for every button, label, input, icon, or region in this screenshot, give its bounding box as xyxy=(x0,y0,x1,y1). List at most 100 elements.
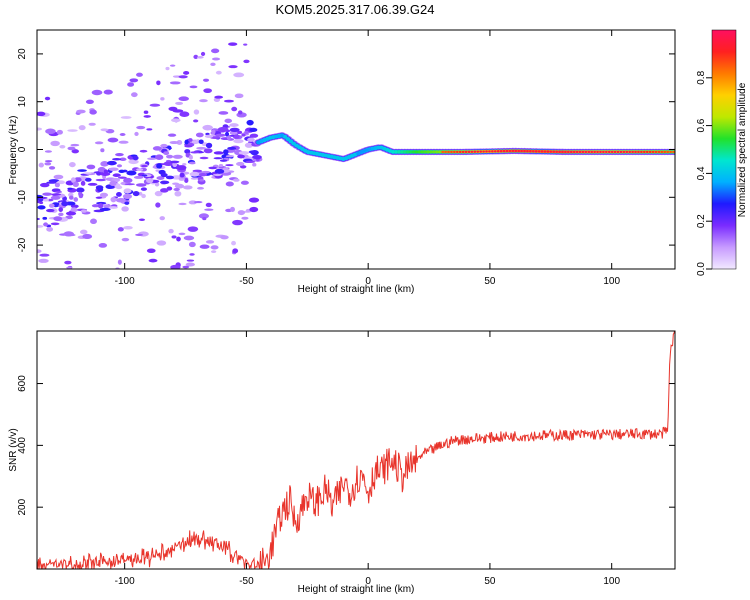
spectrogram-scatter-blob xyxy=(233,139,244,144)
spectrogram-scatter-blob xyxy=(160,97,165,101)
spectrogram-scatter-blob xyxy=(77,169,87,172)
spectrogram-scatter-blob xyxy=(135,233,144,236)
spectrogram-scatter-blob xyxy=(214,95,224,99)
spectrogram-scatter-blob xyxy=(184,139,189,145)
spectrogram-scatter-blob xyxy=(140,187,147,191)
spectrogram-ridge-cell xyxy=(488,150,491,153)
spectrogram-scatter-blob xyxy=(53,174,64,180)
spectrogram-scatter-blob xyxy=(107,137,119,143)
spectrogram-ridge-cell xyxy=(637,150,640,154)
spectrogram-scatter-blob xyxy=(100,161,109,167)
spectrogram-scatter-blob xyxy=(171,235,177,239)
spectrogram-scatter-blob xyxy=(192,169,203,173)
spectrogram-scatter-blob xyxy=(195,132,204,138)
spectrogram-scatter-blob xyxy=(44,96,51,101)
spectrogram-scatter-blob xyxy=(232,219,243,226)
spectrogram-ridge-cell xyxy=(461,150,465,154)
spectrogram-scatter-blob xyxy=(249,127,258,132)
spectrogram-scatter-blob xyxy=(103,169,109,174)
spectrogram-ridge-cell xyxy=(420,150,425,154)
spectrogram-scatter-blob xyxy=(156,163,163,169)
spectrogram-scatter-blob xyxy=(141,174,148,177)
spectrogram-x-tick-label: 50 xyxy=(484,276,496,287)
spectrogram-scatter-blob xyxy=(184,177,189,183)
spectrogram-scatter-blob xyxy=(188,138,193,142)
spectrogram-scatter-blob xyxy=(220,235,229,240)
spectrogram-scatter-blob xyxy=(54,182,60,188)
spectrogram-scatter-blob xyxy=(239,165,247,169)
snr-y-tick-label: 400 xyxy=(17,437,28,454)
spectrogram-scatter-blob xyxy=(218,164,224,167)
spectrogram-ridge-cell xyxy=(274,134,278,139)
spectrogram-scatter-blob xyxy=(170,264,181,269)
spectrogram-scatter-blob xyxy=(107,160,117,166)
spectrogram-ridge-cell xyxy=(385,148,389,152)
spectrogram-ridge-cell xyxy=(631,150,634,154)
spectrogram-scatter-blob xyxy=(69,161,76,168)
spectrogram-scatter-blob xyxy=(208,166,217,170)
spectrogram-scatter-blob xyxy=(193,201,203,204)
spectrogram-scatter-blob xyxy=(94,141,104,145)
spectrogram-ridge-cell xyxy=(619,150,623,154)
spectrogram-ridge-cell xyxy=(517,149,520,153)
spectrogram-ridge-cell xyxy=(259,139,264,143)
spectrogram-scatter-blob xyxy=(139,149,148,153)
snr-x-tick-label: 100 xyxy=(603,576,620,587)
spectrogram-scatter-blob xyxy=(226,135,232,141)
spectrogram-scatter-blob xyxy=(217,126,229,133)
spectrogram-scatter-blob xyxy=(160,172,168,178)
spectrogram-scatter-blob xyxy=(178,202,187,206)
spectrogram-scatter-blob xyxy=(244,142,254,148)
spectrogram-scatter-blob xyxy=(143,110,149,114)
spectrogram-ridge-cell xyxy=(485,150,488,153)
spectrogram-ridge-cell xyxy=(458,150,462,154)
spectrogram-scatter-blob xyxy=(185,262,195,267)
spectrogram-scatter-blob xyxy=(225,155,235,158)
spectrogram-ridge-cell xyxy=(444,150,447,154)
spectrogram-ridge-cell xyxy=(552,150,556,153)
spectrogram-scatter-blob xyxy=(211,250,217,254)
spectrogram-scatter-blob xyxy=(229,123,239,127)
spectrogram-scatter-blob xyxy=(193,119,199,123)
spectrogram-scatter-blob xyxy=(198,173,207,177)
spectrogram-scatter-blob xyxy=(204,208,214,211)
spectrogram-ridge-cell xyxy=(508,149,512,153)
spectrogram-scatter-blob xyxy=(179,111,190,117)
spectrogram-scatter-blob xyxy=(188,154,193,160)
spectrogram-ridge-cell xyxy=(581,150,585,154)
spectrogram-scatter-blob xyxy=(174,190,182,197)
spectrogram-ridge-cell xyxy=(505,149,509,153)
spectrogram-y-tick-label: 20 xyxy=(17,48,28,60)
spectrogram-scatter-blob xyxy=(211,129,216,135)
colorbar-tick-label: 0.0 xyxy=(696,262,707,276)
spectrogram-ridge-cell xyxy=(537,150,541,153)
spectrogram-ridge-cell xyxy=(265,137,270,141)
spectrogram-scatter-blob xyxy=(103,89,113,95)
spectrogram-scatter-blob xyxy=(108,167,119,171)
spectrogram-ridge-cell xyxy=(437,150,442,154)
colorbar-tick-label: 0.6 xyxy=(696,118,707,132)
spectrogram-scatter-blob xyxy=(149,103,161,107)
spectrogram-ridge-cell xyxy=(455,150,459,154)
spectrogram-ridge-cell xyxy=(399,150,404,154)
spectrogram-ridge-cell xyxy=(640,150,643,154)
spectrogram-scatter-blob xyxy=(184,149,191,154)
spectrogram-scatter-blob xyxy=(99,207,111,211)
snr-series-line xyxy=(37,331,675,569)
spectrogram-ridge-cell xyxy=(660,150,664,154)
spectrogram-scatter-blob xyxy=(48,203,55,208)
spectrogram-scatter-blob xyxy=(222,167,228,170)
spectrogram-scatter-blob xyxy=(183,71,190,75)
spectrogram-scatter-blob xyxy=(241,133,246,137)
spectrogram-scatter-blob xyxy=(50,222,60,226)
spectrogram-scatter-blob xyxy=(70,207,78,213)
spectrogram-scatter-blob xyxy=(124,183,135,186)
spectrogram-scatter-blob xyxy=(46,226,54,232)
spectrogram-ridge-cell xyxy=(534,150,538,153)
spectrogram-scatter-blob xyxy=(45,128,56,135)
spectrogram-scatter-blob xyxy=(203,78,210,82)
spectrogram-scatter-blob xyxy=(252,162,257,167)
spectrogram-ridge-cell xyxy=(256,140,261,144)
spectrogram-scatter-blob xyxy=(134,131,139,137)
